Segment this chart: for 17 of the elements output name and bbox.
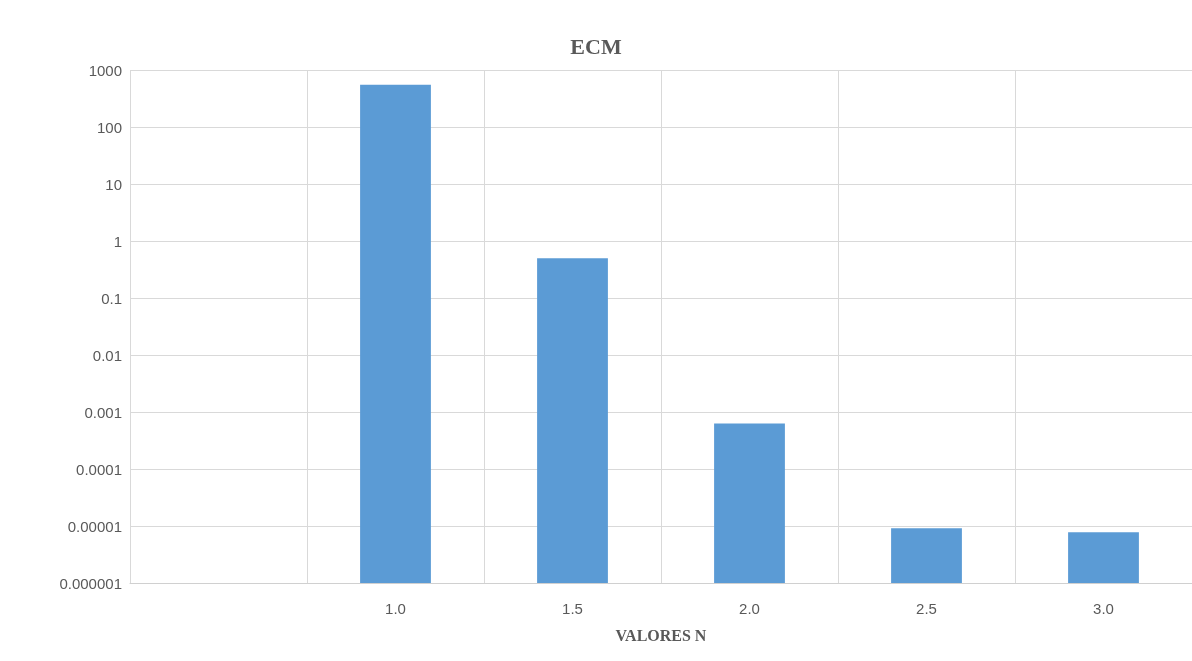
y-tick-label: 1 [113,232,122,250]
y-tick-label: 0.00001 [67,517,122,535]
x-tick-label: 2.0 [739,600,760,617]
y-tick-label: 100 [96,118,122,136]
y-tick-label: 0.1 [101,289,122,307]
x-tick-label: 1.0 [385,600,406,617]
x-axis-title: VALORES N [615,626,707,644]
chart-title: ECM [570,33,622,59]
y-tick-label: 0.0001 [76,460,122,478]
x-tick-label: 3.0 [1093,600,1114,617]
y-tick-label: 0.000001 [59,574,122,592]
y-tick-label: 0.001 [84,403,122,421]
y-tick-label: 10 [105,175,122,193]
y-tick-label: 0.01 [92,346,122,364]
y-tick-label: 1000 [88,61,122,79]
x-tick-label: 2.5 [916,600,937,617]
x-tick-label: 1.5 [562,600,583,617]
